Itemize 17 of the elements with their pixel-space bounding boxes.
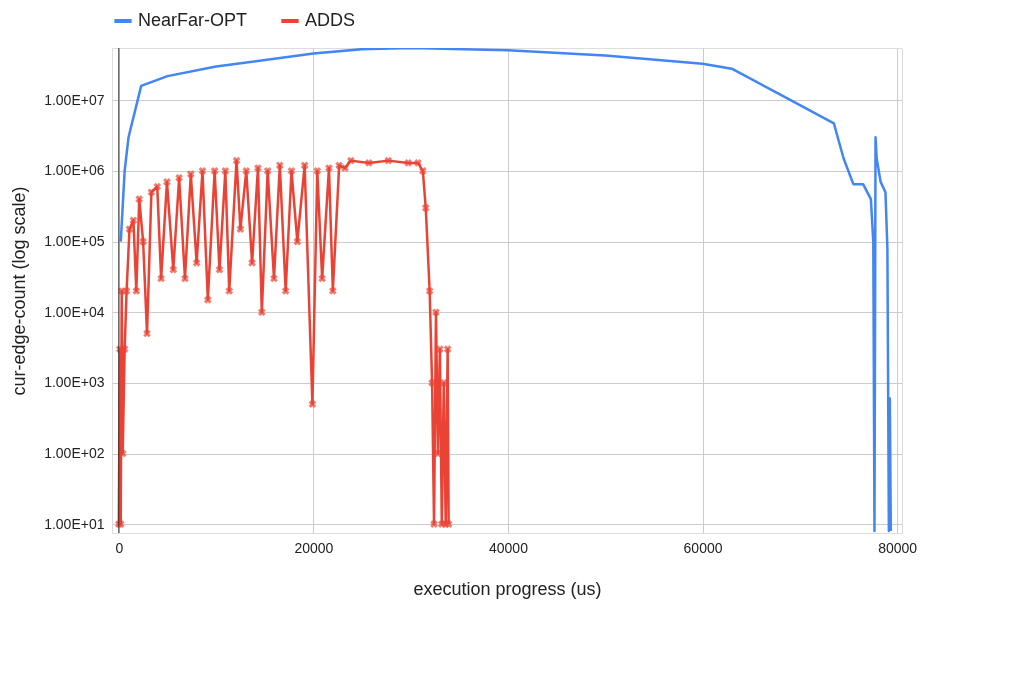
y-tick-label: 1.00E+04 <box>44 303 105 320</box>
y-axis-title: cur-edge-count (log scale) <box>9 186 30 396</box>
legend-label: NearFar-OPT <box>138 10 248 30</box>
y-tick-label: 1.00E+01 <box>44 515 105 532</box>
legend-label: ADDS <box>305 10 356 30</box>
line-series <box>119 48 893 533</box>
x-tick-label: 60000 <box>683 539 723 556</box>
y-tick-label: 1.00E+05 <box>44 233 105 250</box>
x-tick-label: 80000 <box>878 539 918 556</box>
y-tick-label: 1.00E+06 <box>44 162 105 179</box>
x-axis-title: execution progress (us) <box>413 578 602 599</box>
x-tick-label: 0 <box>115 539 124 556</box>
x-tick-label: 20000 <box>294 539 334 556</box>
y-tick-label: 1.00E+02 <box>44 445 105 462</box>
y-tick-label: 1.00E+03 <box>44 374 105 391</box>
x-tick-label: 40000 <box>489 539 529 556</box>
y-tick-label: 1.00E+07 <box>44 91 105 108</box>
